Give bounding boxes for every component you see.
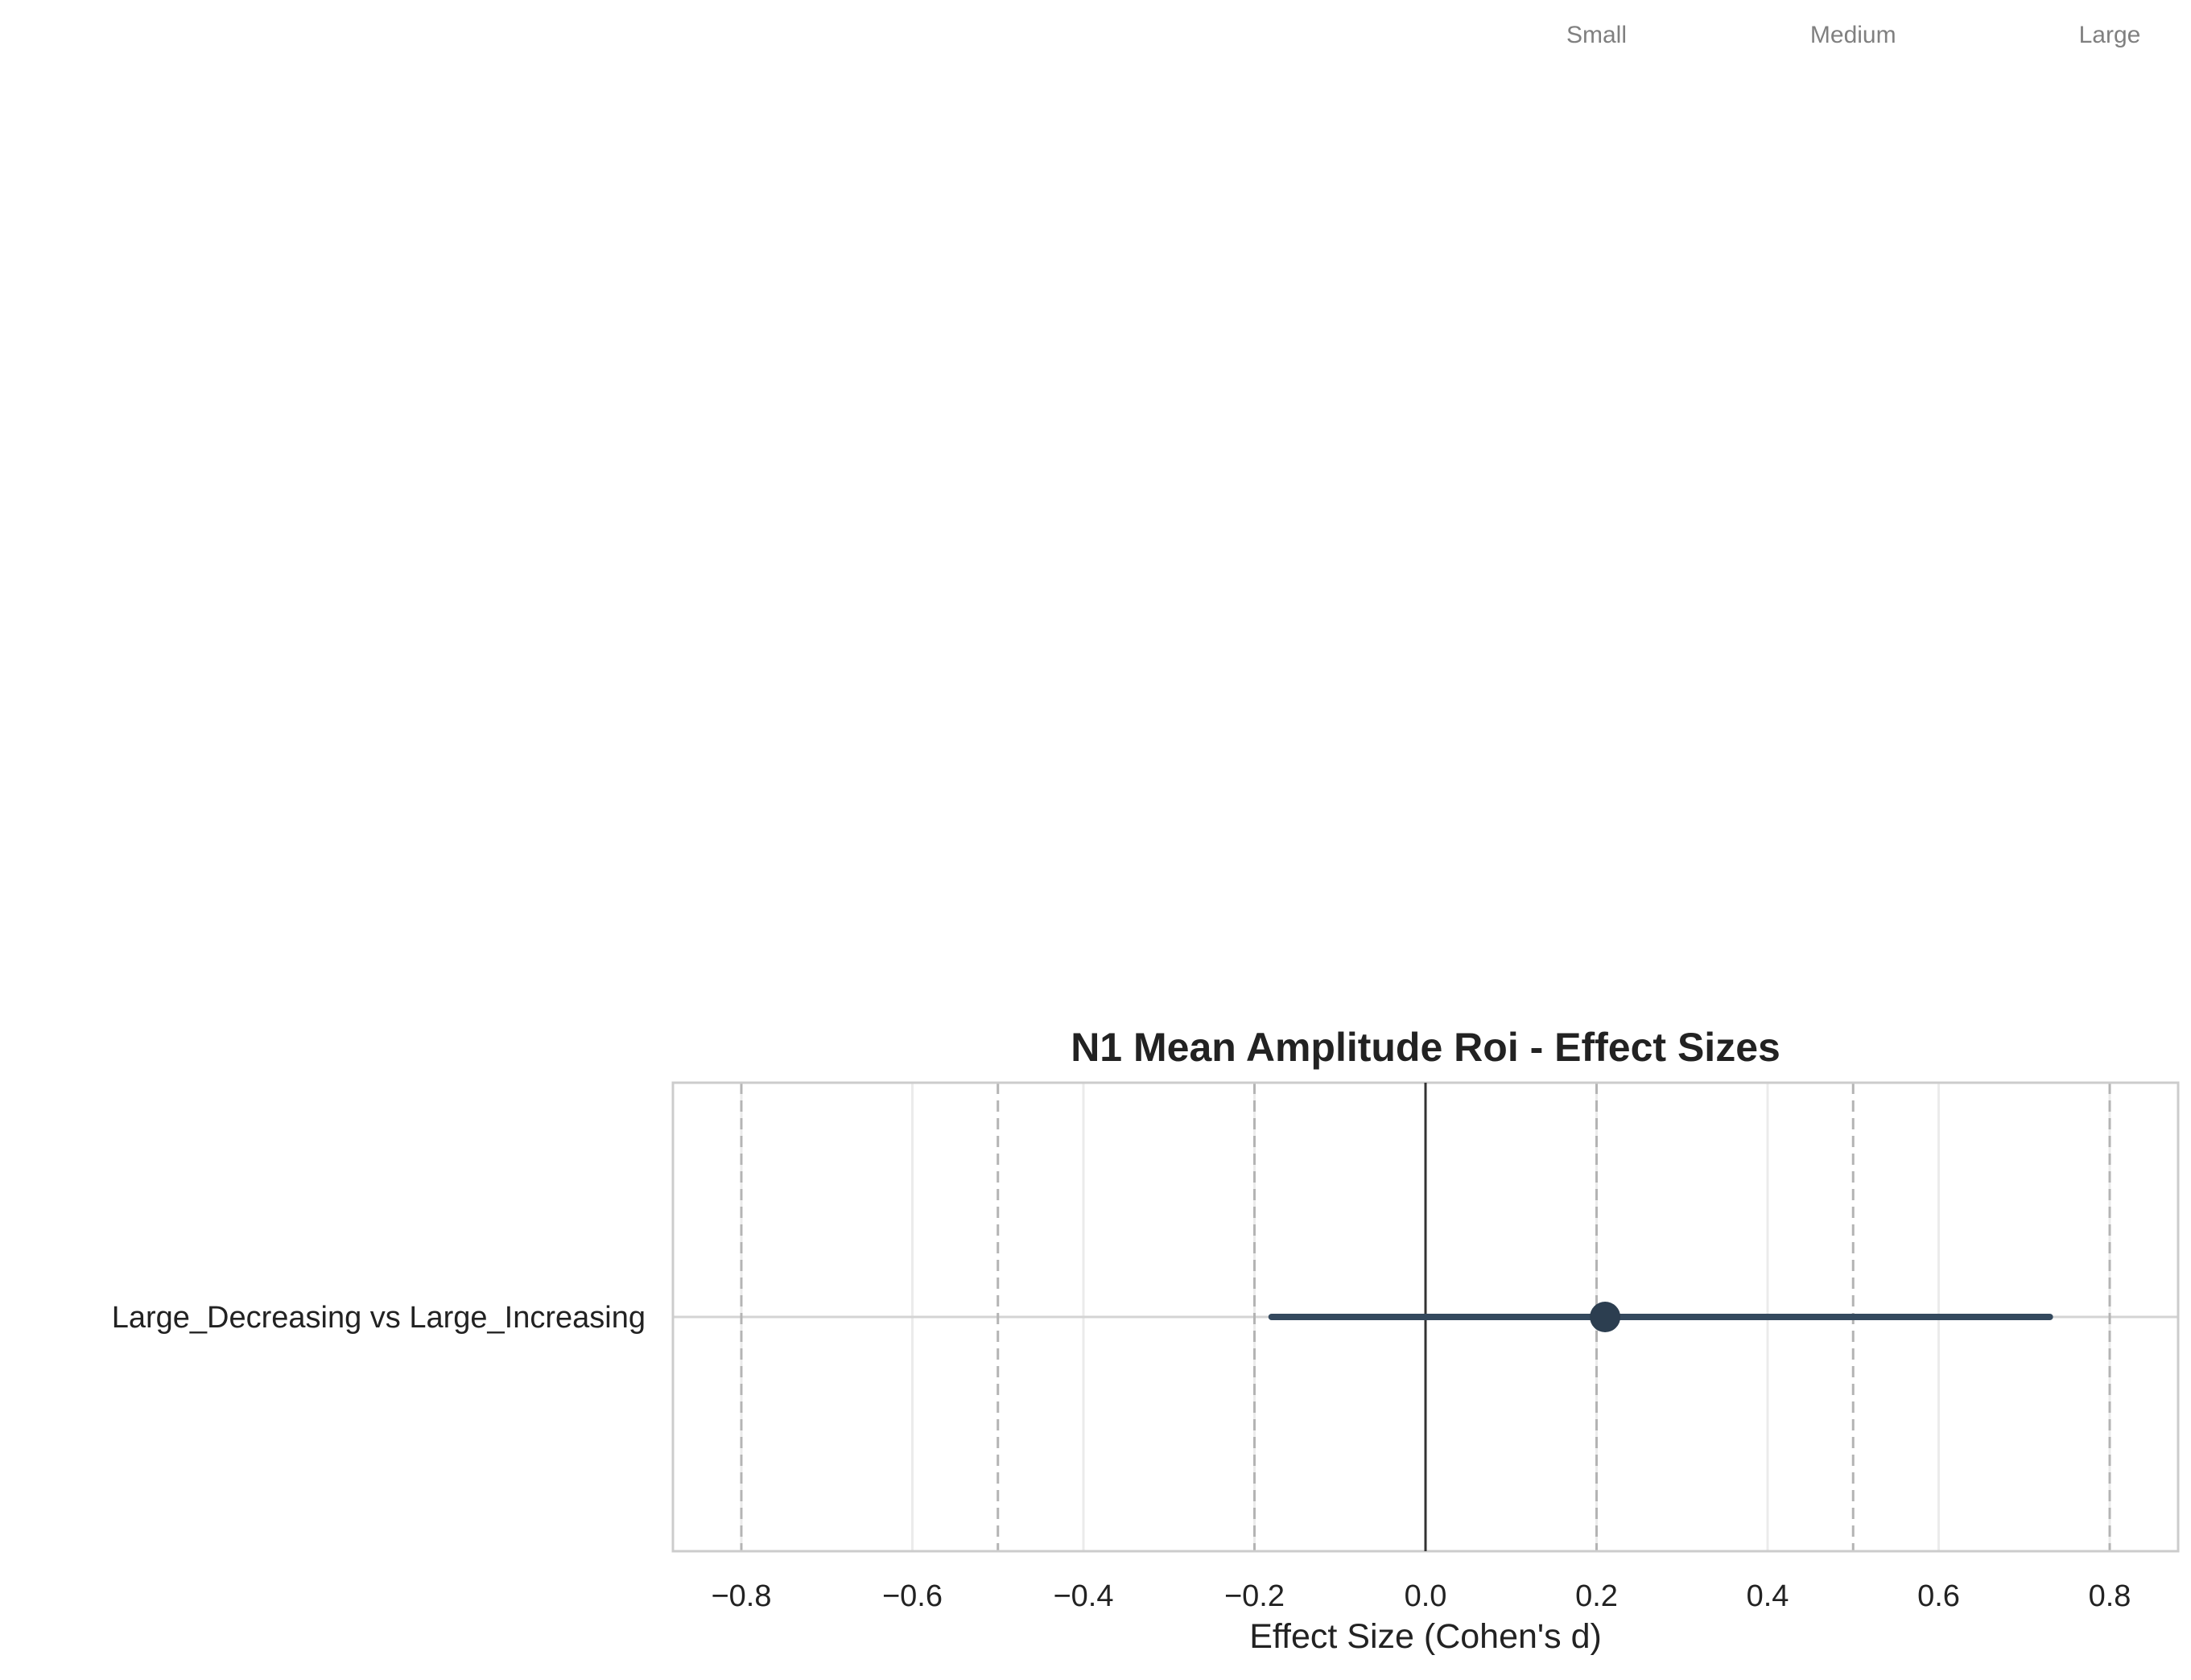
x-tick-label: −0.8 xyxy=(711,1579,771,1613)
reference-annotations: Small Medium Large xyxy=(1566,22,2140,48)
x-tick-label: 0.0 xyxy=(1405,1579,1447,1613)
x-tick-label: 0.2 xyxy=(1575,1579,1618,1613)
reference-annotation: Medium xyxy=(1810,22,1896,48)
x-axis-label: Effect Size (Cohen's d) xyxy=(1249,1617,1602,1656)
x-tick-label: 0.4 xyxy=(1747,1579,1789,1613)
y-tick-labels: Large_Decreasing vs Large_Increasing xyxy=(112,1301,646,1335)
x-tick-label: 0.6 xyxy=(1917,1579,1960,1613)
x-tick-label: −0.6 xyxy=(882,1579,943,1613)
effect-size-point xyxy=(1590,1302,1621,1332)
x-tick-labels: −0.8 −0.6 −0.4 −0.2 0.0 0.2 0.4 0.6 0.8 xyxy=(711,1579,2131,1613)
chart-title: N1 Mean Amplitude Roi - Effect Sizes xyxy=(1071,1025,1780,1070)
x-tick-label: 0.8 xyxy=(2089,1579,2131,1613)
data-layer xyxy=(1268,1083,2053,1551)
reference-annotation: Small xyxy=(1566,22,1627,48)
comparison-label: Large_Decreasing vs Large_Increasing xyxy=(112,1301,646,1335)
x-tick-label: −0.4 xyxy=(1053,1579,1113,1613)
x-tick-label: −0.2 xyxy=(1224,1579,1285,1613)
reference-annotation: Large xyxy=(2079,22,2141,48)
